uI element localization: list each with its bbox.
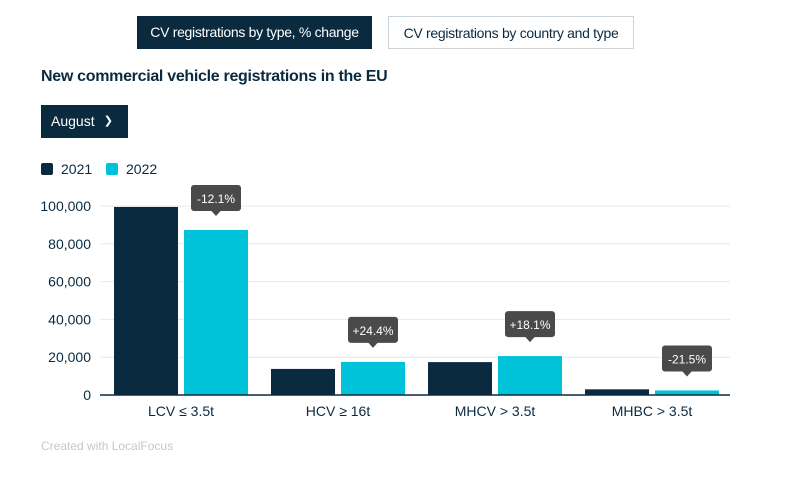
legend-item-2022: 2022 [106,161,157,177]
change-tooltip [505,311,555,338]
month-value: August [51,113,95,129]
bar-2021 [428,362,492,395]
bar-2021 [271,368,335,395]
change-label: -12.1% [197,192,235,206]
x-tick-label: HCV ≥ 16t [306,403,371,419]
x-tick-label: LCV ≤ 3.5t [148,403,214,419]
y-tick-label: 60,000 [48,274,91,290]
change-label: -21.5% [668,352,706,366]
y-tick-label: 20,000 [48,349,91,365]
legend-label: 2021 [61,161,93,177]
tab-by-country[interactable]: CV registrations by country and type [388,16,634,49]
y-tick-label: 80,000 [48,236,91,252]
change-label: +18.1% [509,318,550,332]
legend-item-2021: 2021 [41,161,92,177]
tab-by-type[interactable]: CV registrations by type, % change [137,16,372,49]
bar-2022 [498,356,562,395]
legend-swatch-2022 [106,163,118,175]
tooltip-pointer [211,210,221,217]
tooltip-pointer [682,370,692,377]
x-tick-label: MHCV > 3.5t [455,403,536,419]
x-tick-label: MHBC > 3.5t [612,403,693,419]
month-dropdown[interactable]: August ❯ [41,105,128,138]
credit-text: Created with LocalFocus [41,439,174,453]
bar-2021 [585,389,649,395]
tooltip-pointer [368,342,378,348]
bar-2022 [655,390,719,395]
change-tooltip [348,316,398,343]
y-tick-label: 0 [83,387,91,403]
bar-2022 [184,230,248,395]
y-tick-label: 40,000 [48,311,91,327]
legend-swatch-2021 [41,163,53,175]
change-tooltip [662,345,712,372]
bar-2022 [341,361,405,395]
chevron-down-icon: ❯ [103,115,113,127]
y-tick-label: 100,000 [40,198,91,214]
tooltip-pointer [525,336,535,343]
bar-2021 [114,206,178,395]
change-label: +24.4% [352,324,393,338]
chart-title: New commercial vehicle registrations in … [41,68,388,85]
legend-label: 2022 [126,161,158,177]
change-tooltip [191,185,241,212]
